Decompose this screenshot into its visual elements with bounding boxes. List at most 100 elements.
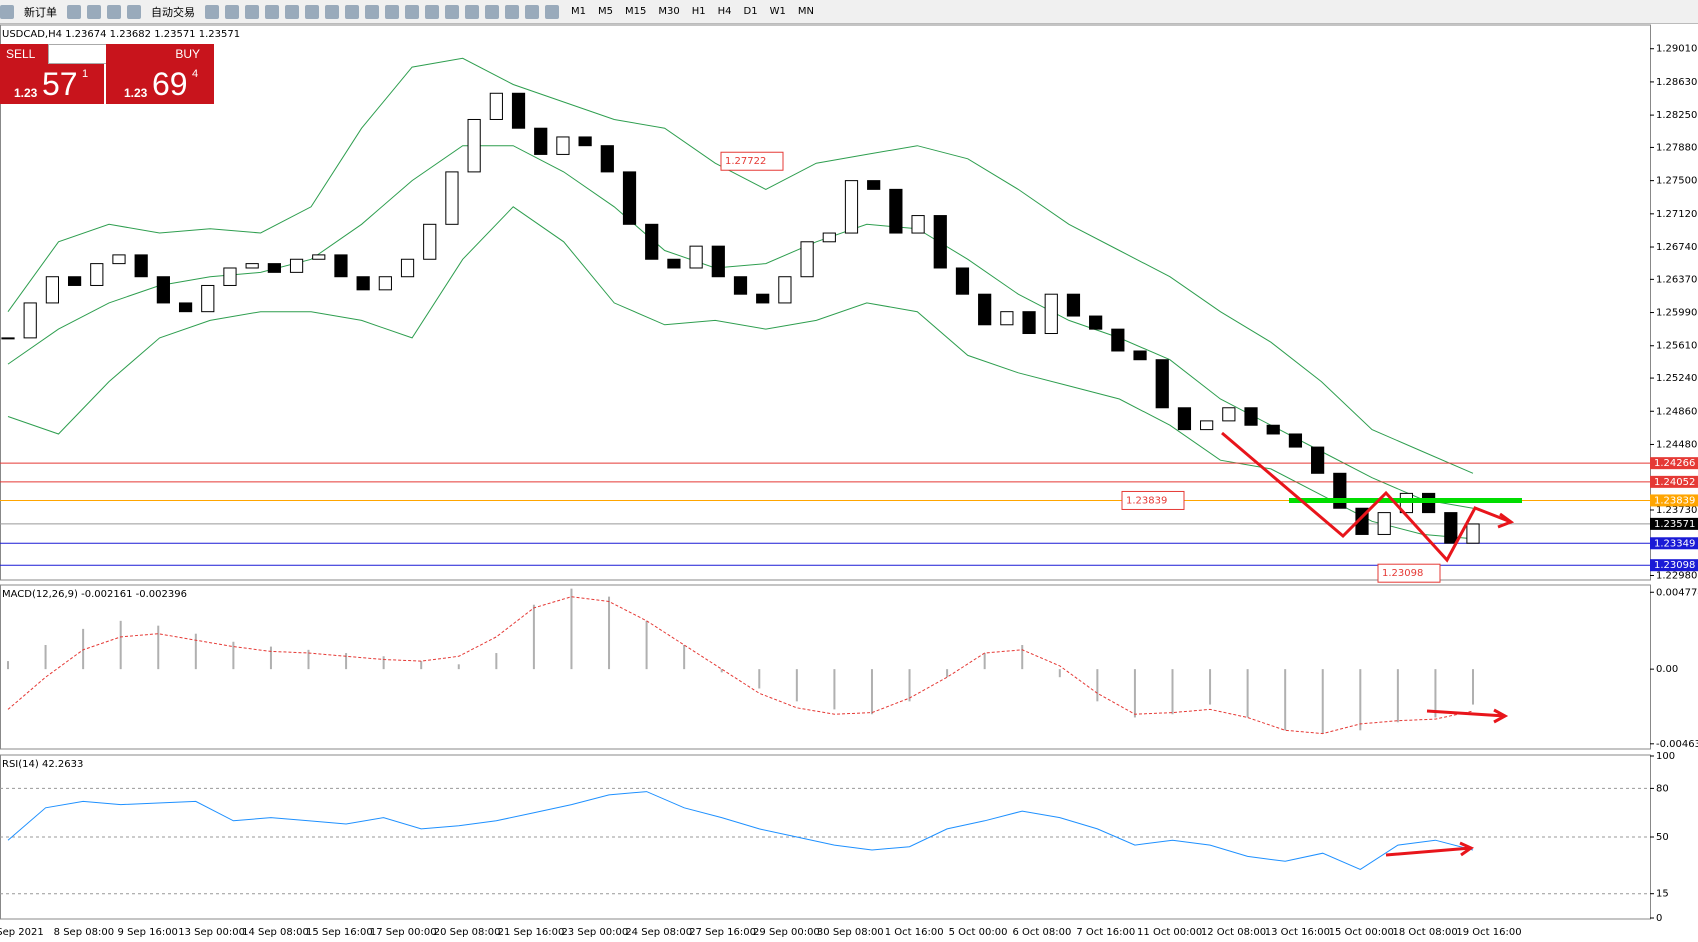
price-level-label: 1.24052 (1654, 477, 1695, 488)
annotation: 1.27722 (725, 156, 766, 167)
timeframe[interactable]: M5 (598, 6, 613, 17)
time-label: 12 Oct 08:00 (1201, 927, 1266, 938)
candle (1422, 492, 1436, 514)
timeframe[interactable]: M1 (571, 6, 586, 17)
timeframe[interactable]: H4 (717, 6, 732, 17)
time-label: 14 Sep 08:00 (242, 927, 309, 938)
macd-signal (7, 596, 1474, 735)
candle (667, 258, 681, 269)
sell-pips: 57 (42, 66, 78, 102)
candle (778, 276, 792, 304)
price-level-label: 1.24266 (1654, 458, 1695, 469)
toolbar: 新订单 自动交易 M1 M5 M15 M30 H1 H4 D1 W1 MN (0, 0, 1698, 24)
time-label: 17 Sep 00:00 (370, 927, 437, 938)
annotation-box (1121, 490, 1185, 510)
candle (1, 337, 15, 340)
y-tick-label: 50 (1656, 832, 1669, 843)
candle (556, 136, 570, 155)
price-level-tag (1650, 517, 1698, 530)
candle (112, 254, 126, 265)
panel-title: MACD(12,26,9) -0.002161 -0.002396 (2, 589, 187, 600)
buy-button[interactable]: BUY 1.23 69 4 (106, 44, 214, 104)
candle (978, 293, 992, 326)
chart: 1.29010 1.28630 1.28250 1.27880 1.27500 1.271… (0, 24, 1698, 938)
timeframe[interactable]: D1 (743, 6, 758, 17)
candle (1311, 446, 1325, 474)
candle (844, 180, 859, 234)
time-label: 6 Oct 08:00 (1012, 927, 1071, 938)
y-tick-label: 1.25610 (1656, 341, 1697, 352)
price-level-label: 1.23349 (1654, 538, 1695, 549)
annotation: 1.23098 (1382, 568, 1423, 579)
candle (1244, 407, 1258, 426)
candle (689, 245, 703, 269)
timeframe[interactable]: MN (797, 6, 814, 17)
time-label: 27 Sep 16:00 (689, 927, 756, 938)
candle (156, 276, 170, 304)
timeframe[interactable]: M30 (658, 6, 680, 17)
candle (955, 267, 970, 295)
time-label: 7 Oct 16:00 (1076, 927, 1135, 938)
candle (578, 136, 592, 147)
sell-frac: 1 (82, 68, 89, 80)
price-level-label: 1.23098 (1654, 560, 1695, 571)
candle (534, 127, 548, 155)
candle (90, 263, 104, 286)
candle (445, 171, 459, 225)
candle (1089, 315, 1103, 330)
candle (711, 245, 725, 278)
y-tick-label: 1.24480 (1656, 439, 1697, 450)
time-label: 15 Oct 00:00 (1329, 927, 1394, 938)
time-label: Sep 2021 (0, 927, 44, 938)
candle (1222, 407, 1236, 422)
timeframe[interactable]: W1 (769, 6, 786, 17)
candle (356, 276, 370, 291)
buy-pips: 69 (152, 66, 188, 102)
candle (622, 171, 637, 225)
candle (378, 276, 392, 291)
y-tick-label: 100 (1656, 751, 1675, 762)
candle (334, 254, 348, 278)
sell-big: 1.23 (14, 86, 38, 100)
y-tick-label: 1.25990 (1656, 308, 1697, 319)
y-tick-label: 1.26740 (1656, 242, 1697, 253)
panel-title: USDCAD,H4 1.23674 1.23682 1.23571 1.2357… (2, 29, 240, 40)
new-order[interactable]: 新订单 (24, 5, 57, 19)
price-level-tag (1650, 537, 1698, 550)
candle (467, 118, 481, 173)
y-tick-label: 0 (1656, 913, 1662, 924)
auto-trading[interactable]: 自动交易 (151, 5, 195, 19)
timeframes: M1 M5 M15 M30 H1 H4 D1 W1 MN (565, 6, 820, 17)
y-tick-label: 0.00 (1656, 664, 1678, 675)
buy-big: 1.23 (124, 86, 148, 100)
time-label: 9 Sep 16:00 (118, 927, 178, 938)
panel-frame (0, 24, 1651, 581)
annotation: 1.23839 (1126, 495, 1167, 506)
candle (1133, 350, 1147, 361)
candle (423, 223, 437, 260)
y-tick-label: 1.27880 (1656, 142, 1697, 153)
time-label: 20 Sep 08:00 (434, 927, 501, 938)
bollinger-band (7, 145, 1474, 509)
candle (800, 241, 814, 278)
candle (1155, 359, 1169, 409)
candle (23, 302, 37, 339)
time-label: 18 Oct 08:00 (1393, 927, 1458, 938)
candle (312, 254, 326, 260)
time-label: 5 Oct 00:00 (949, 927, 1008, 938)
timeframe[interactable]: M15 (625, 6, 647, 17)
price-level-tag (1650, 494, 1698, 507)
y-tick-label: 1.27500 (1656, 176, 1697, 187)
panel-title: RSI(14) 42.2633 (2, 759, 83, 770)
y-tick-label: 0.004774 (1656, 587, 1698, 598)
timeframe[interactable]: H1 (691, 6, 706, 17)
macd-arrow (1426, 708, 1509, 724)
time-label: 15 Sep 16:00 (306, 927, 373, 938)
y-tick-label: 1.29010 (1656, 44, 1697, 55)
y-tick-label: 80 (1656, 783, 1669, 794)
trend-arrow (1221, 431, 1512, 563)
candle (1111, 328, 1125, 352)
candle (1266, 424, 1280, 435)
y-tick-label: 1.26370 (1656, 274, 1697, 285)
